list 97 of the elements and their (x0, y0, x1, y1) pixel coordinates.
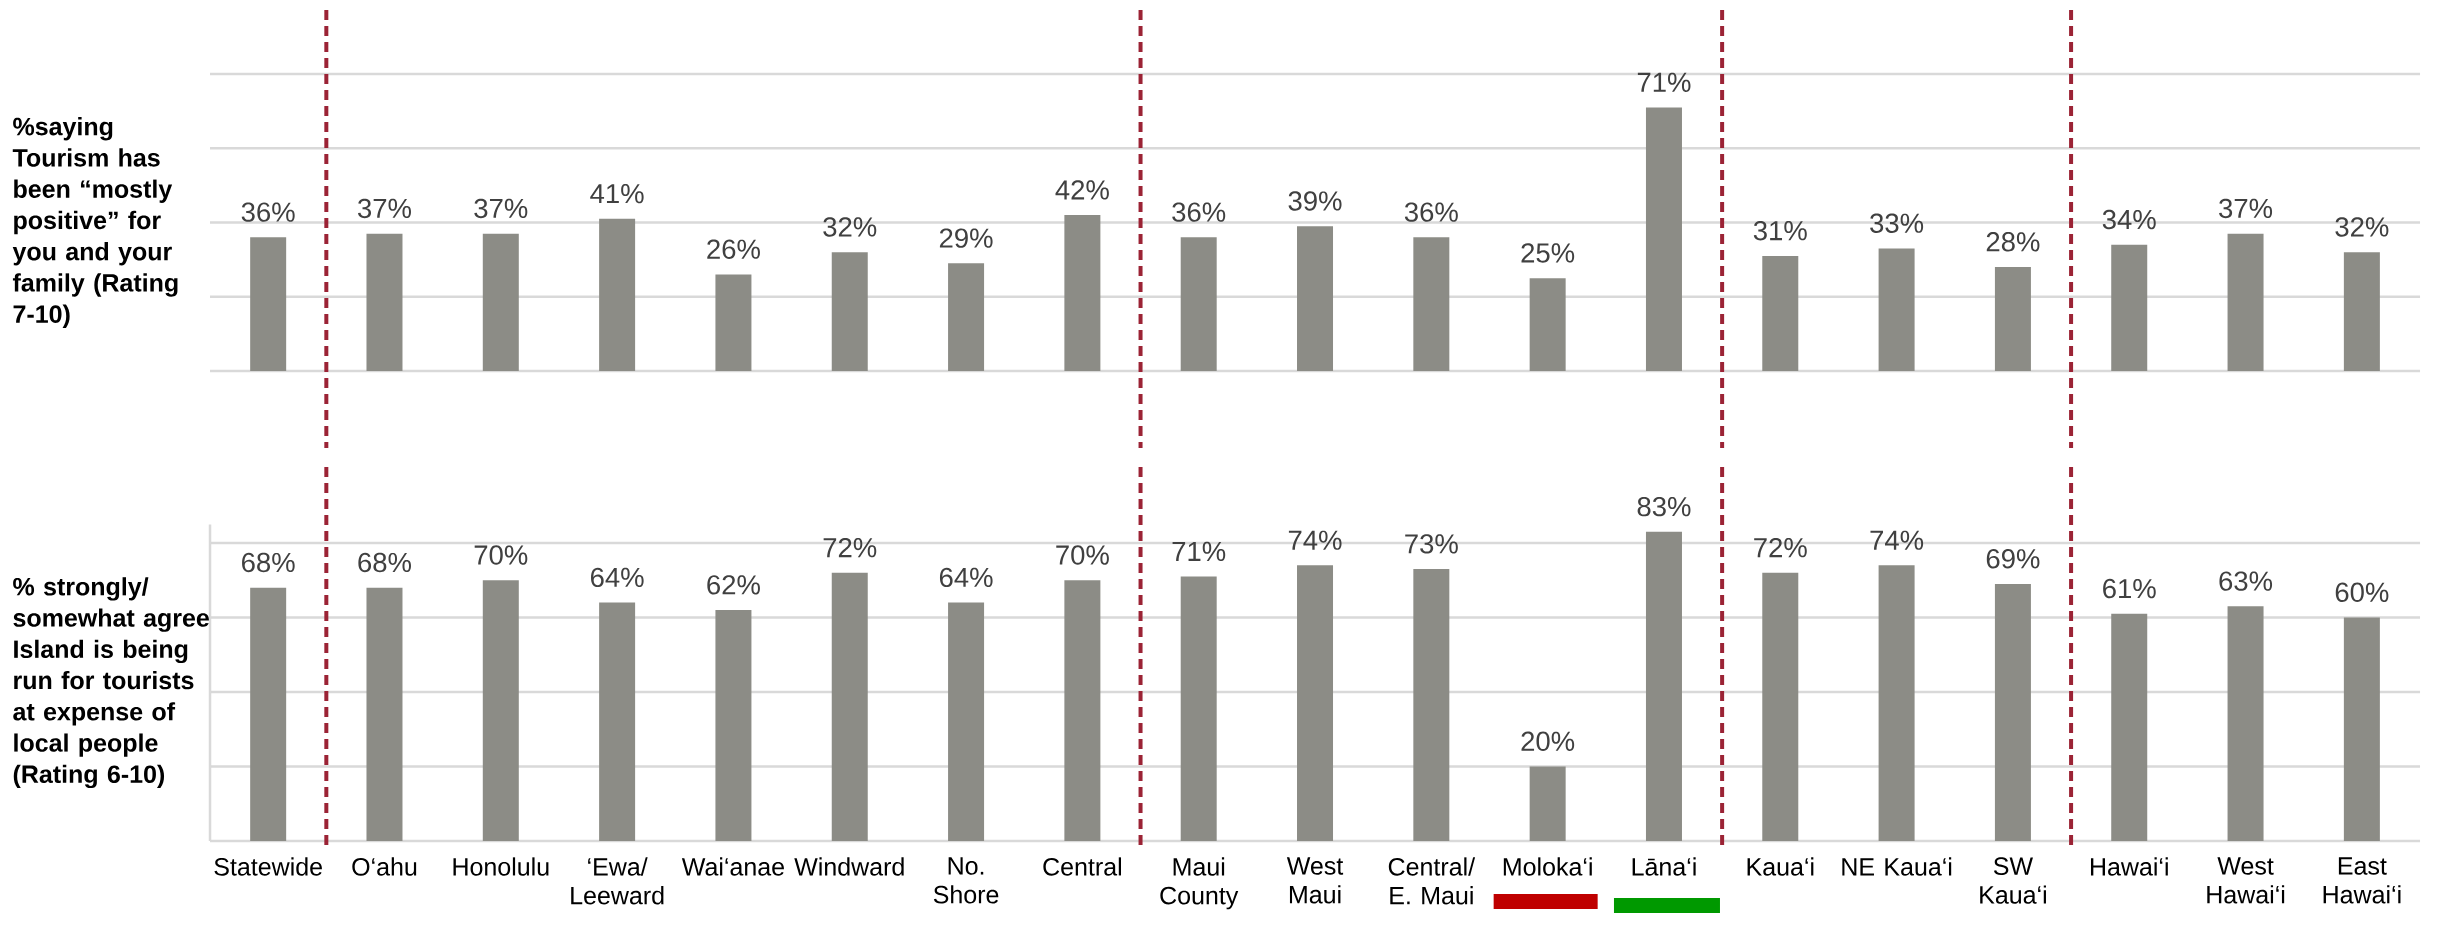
bar (1529, 766, 1566, 841)
bar (715, 274, 752, 371)
data-label: 64% (939, 567, 993, 588)
bar (948, 263, 985, 371)
bar (1762, 572, 1799, 841)
data-label: 28% (1986, 232, 2040, 252)
data-label: 42% (1055, 180, 1109, 200)
bar (250, 587, 287, 841)
x-tick-label: Maui County (1160, 857, 1239, 910)
bar (1413, 237, 1450, 371)
bar (366, 233, 403, 371)
x-tick-label: Hawai‘i (2090, 857, 2168, 876)
data-label: 32% (2335, 217, 2389, 237)
bar (2343, 617, 2380, 841)
data-label: 25% (1521, 243, 1575, 263)
data-label: 60% (2335, 582, 2389, 603)
y-axis-title: % strongly/ somewhat agree Island is being run for tourists at expense of local people (Rating 6-10) (13, 577, 209, 789)
data-label: 71% (1172, 541, 1226, 562)
bar (1645, 107, 1682, 371)
x-tick-label: O‘ahu (352, 857, 417, 876)
data-label: 37% (358, 198, 411, 219)
x-tick-label: Central (1043, 857, 1121, 876)
bar (366, 587, 403, 841)
data-label: 61% (2103, 578, 2156, 599)
data-label: 20% (1521, 731, 1575, 752)
data-label: 74% (1288, 530, 1342, 550)
x-tick-label: No. Shore (933, 857, 999, 904)
x-tick-label: Honolulu (453, 857, 549, 876)
data-label: 31% (1753, 220, 1807, 241)
bar (1529, 278, 1566, 371)
bar (1180, 237, 1217, 371)
x-tick-label: Wai‘anae (681, 857, 784, 876)
y-axis-title: %saying Tourism has been “mostly positive” for you and your family (Rating 7-10) (12, 117, 178, 328)
data-label: 36% (1404, 202, 1458, 222)
data-label: 69% (1986, 549, 2040, 569)
x-tick-label: SW Kaua‘i (1980, 857, 2046, 904)
x-tick-label: Windward (794, 857, 904, 876)
x-tick-label: Statewide (214, 857, 322, 876)
bar (1994, 267, 2031, 371)
data-label: 83% (1637, 496, 1691, 517)
bar (831, 252, 868, 371)
bar (1994, 584, 2031, 841)
bar (1878, 565, 1915, 841)
data-label: 72% (823, 537, 877, 558)
x-tick-label: Moloka‘i (1503, 857, 1592, 876)
bar (250, 237, 287, 371)
data-label: 63% (2219, 571, 2273, 591)
bar (482, 580, 519, 841)
bar (2111, 613, 2148, 841)
x-tick-label: West Maui (1286, 857, 1344, 904)
bar (1180, 576, 1217, 841)
bar (2343, 252, 2380, 371)
data-label: 70% (1056, 545, 1109, 565)
bar (831, 572, 868, 841)
data-label: 29% (939, 228, 993, 248)
data-label: 72% (1754, 537, 1807, 558)
bar (2111, 244, 2148, 371)
data-label: 71% (1637, 72, 1691, 92)
data-label: 74% (1870, 530, 1924, 550)
data-label: 68% (242, 552, 295, 573)
data-label: 73% (1405, 534, 1458, 554)
data-label: 33% (1870, 213, 1924, 233)
bar (1413, 569, 1450, 841)
bar (2227, 233, 2264, 371)
x-tick-label: NE Kaua‘i (1842, 857, 1952, 876)
bar (1878, 248, 1915, 371)
bar (1297, 226, 1334, 371)
data-label: 37% (2219, 198, 2273, 219)
bar (599, 602, 636, 841)
bar (1064, 580, 1101, 841)
data-label: 41% (590, 184, 644, 204)
bar (482, 233, 519, 371)
bar (948, 602, 985, 841)
x-tick-label: ‘Ewa/ Leeward (571, 857, 664, 905)
bar (599, 218, 636, 371)
x-tick-label: Kaua‘i (1747, 857, 1814, 876)
data-label: 26% (707, 239, 760, 259)
data-label: 34% (2102, 209, 2156, 230)
bar (1762, 255, 1799, 371)
data-label: 62% (707, 575, 760, 595)
bar (715, 610, 752, 841)
data-label: 39% (1288, 191, 1342, 211)
data-label: 64% (591, 567, 644, 588)
x-tick-label: West Hawai‘i (2207, 857, 2285, 904)
data-label: 70% (474, 545, 528, 565)
bar (1064, 215, 1101, 371)
data-label: 36% (241, 202, 295, 222)
data-label: 32% (823, 217, 877, 237)
x-tick-label: Central/ E. Maui (1388, 857, 1476, 905)
bar (2227, 606, 2264, 841)
bar (1645, 531, 1682, 841)
data-label: 37% (474, 198, 528, 219)
x-tick-label: Lāna‘i (1632, 857, 1696, 876)
x-tick-label: East Hawai‘i (2323, 857, 2401, 904)
data-label: 68% (358, 552, 411, 573)
bar (1297, 565, 1334, 841)
data-label: 36% (1172, 202, 1226, 222)
